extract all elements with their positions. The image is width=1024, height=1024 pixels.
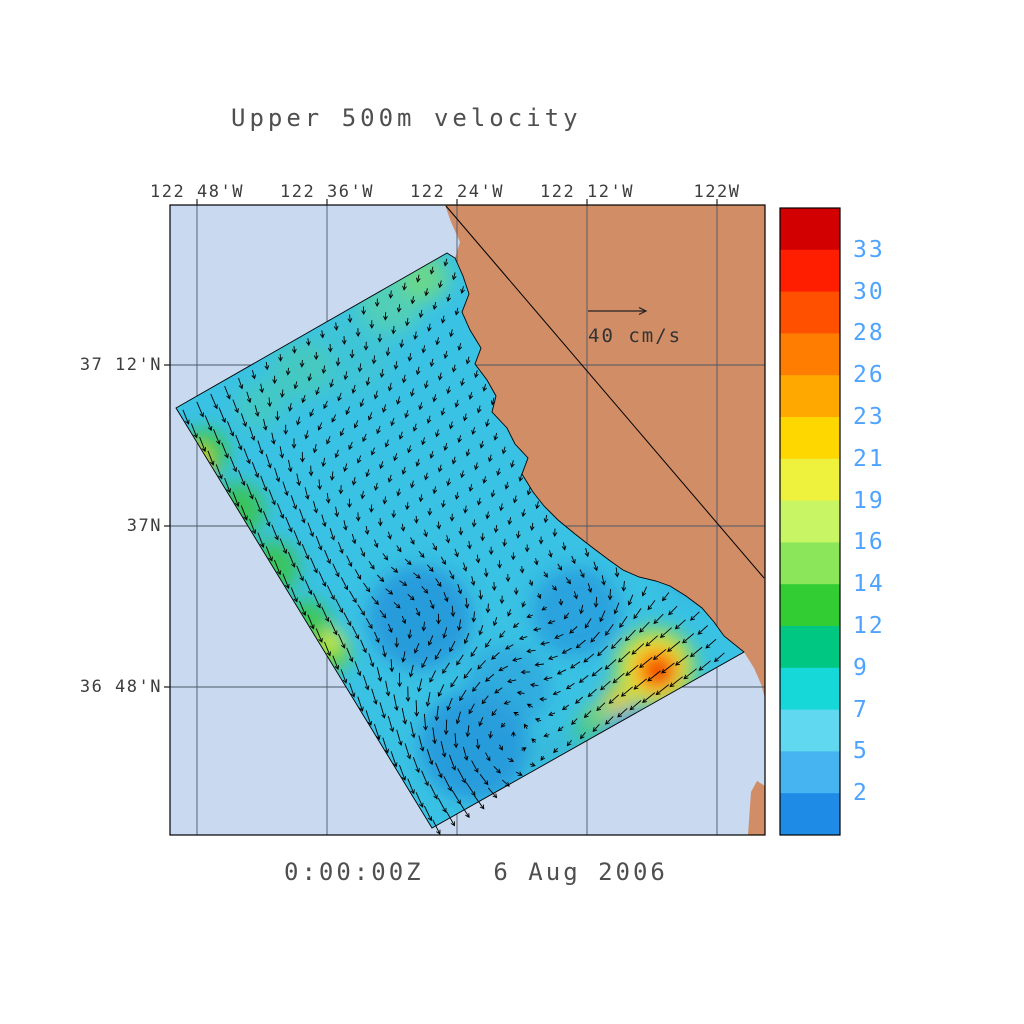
lat-tick-label: 36 48'N [79,677,162,697]
colorbar-frame [779,207,841,836]
land-point-sur [748,781,765,835]
colorbar-segment [780,458,840,501]
lat-tick-label: 37N [126,516,162,536]
lon-tick-label: 122 48'W [150,182,244,202]
colorbar [779,207,841,836]
colorbar-tick-label: 14 [853,571,885,597]
land-california [445,205,765,698]
colorbar-tick-label: 5 [853,738,869,764]
colorbar-tick-label: 2 [853,780,869,806]
lon-tick-label: 122W [693,182,741,202]
colorbar-tick-label: 7 [853,697,869,723]
domain-boundary-line [445,205,765,579]
colorbar-segment [780,291,840,334]
lon-tick-label: 122 12'W [540,182,634,202]
colorbar-tick-label: 19 [853,488,885,514]
colorbar-segment [780,751,840,794]
reference-vector-label: 40 cm/s [588,325,683,347]
reference-vector-arrow [588,306,648,316]
colorbar-segment [780,375,840,418]
colorbar-segment [780,208,840,251]
colorbar-tick-label: 28 [853,320,885,346]
domain-outline [175,252,745,829]
colorbar-segment [780,417,840,460]
colorbar-tick-label: 30 [853,279,885,305]
axis-tick-marks [164,199,718,688]
colorbar-segment [780,249,840,292]
colorbar-tick-label: 16 [853,529,885,555]
colorbar-tick-label: 21 [853,446,885,472]
colorbar-tick-label: 12 [853,613,885,639]
lon-tick-label: 122 36'W [280,182,374,202]
vector-arrows [182,258,725,835]
colorbar-segment [780,626,840,669]
colorbar-segment [780,584,840,627]
colorbar-segment [780,793,840,835]
colorbar-segment [780,667,840,710]
lon-tick-label: 122 24'W [410,182,504,202]
plot-frame [169,204,766,836]
plot-title: Upper 500m velocity [231,104,582,132]
lat-tick-label: 37 12'N [79,355,162,375]
colorbar-tick-label: 23 [853,404,885,430]
time-label: 0:00:00Z 6 Aug 2006 [284,858,668,886]
colorbar-tick-label: 26 [853,362,885,388]
colorbar-segment [780,333,840,376]
colorbar-segment [780,542,840,585]
colorbar-segment [780,709,840,752]
colorbar-tick-label: 9 [853,655,869,681]
colorbar-segment [780,500,840,543]
colorbar-tick-label: 33 [853,237,885,263]
